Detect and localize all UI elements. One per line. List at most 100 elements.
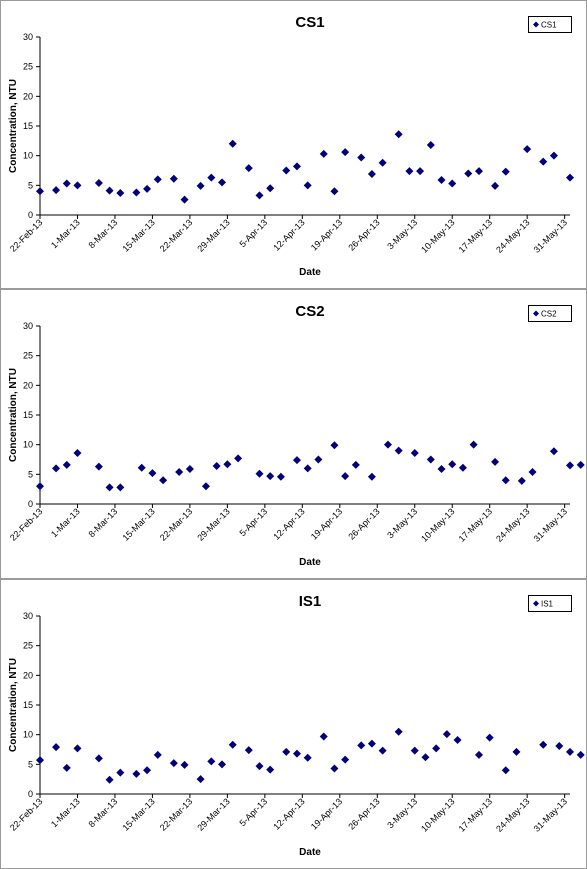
legend-box xyxy=(528,305,572,322)
y-axis-title: Concentration, NTU xyxy=(8,658,19,752)
data-point xyxy=(458,463,467,472)
data-point xyxy=(491,181,500,190)
data-point xyxy=(549,151,558,160)
data-point xyxy=(94,754,103,763)
data-point xyxy=(62,460,71,469)
data-point xyxy=(282,747,291,756)
legend: CS1 xyxy=(528,16,572,33)
data-point xyxy=(357,741,366,750)
data-point xyxy=(448,460,457,469)
chart-panel-cs1: CS1 0 5 10 15 20 25 30 22-Feb-13 1-Mar-13 8-Mar-13… xyxy=(0,0,587,289)
data-point xyxy=(52,464,61,473)
data-point xyxy=(566,173,574,182)
data-point xyxy=(132,188,141,197)
data-point xyxy=(255,469,264,478)
data-point xyxy=(148,469,157,478)
data-point xyxy=(341,755,350,764)
chart-title: IS1 xyxy=(299,593,322,610)
x-axis-title: Date xyxy=(299,557,321,568)
data-point xyxy=(566,747,574,756)
data-point xyxy=(207,173,216,182)
data-point xyxy=(116,483,125,492)
data-point xyxy=(448,179,457,188)
data-point xyxy=(266,184,275,193)
chart-frame xyxy=(0,0,587,289)
data-point xyxy=(266,765,275,774)
legend-marker xyxy=(533,21,539,28)
legend-label: IS1 xyxy=(541,600,554,609)
data-point xyxy=(143,766,152,775)
data-point xyxy=(207,757,216,766)
data-point xyxy=(223,460,232,469)
data-point xyxy=(292,456,301,465)
data-point xyxy=(410,448,419,457)
data-point xyxy=(549,447,558,456)
y-axis-title: Concentration, NTU xyxy=(8,79,19,173)
data-point xyxy=(330,187,339,196)
chart-title: CS1 xyxy=(295,14,324,31)
y-tick-label: 15 xyxy=(23,121,33,131)
data-point xyxy=(153,750,162,759)
data-point xyxy=(341,472,350,481)
data-point xyxy=(255,191,264,200)
data-point xyxy=(94,462,103,471)
data-point xyxy=(218,178,227,187)
data-point xyxy=(416,167,425,176)
y-tick-label: 5 xyxy=(28,759,33,769)
data-point xyxy=(319,732,328,741)
data-point xyxy=(36,482,44,491)
y-tick-label: 15 xyxy=(23,410,33,420)
data-point xyxy=(383,440,392,449)
y-tick-label: 20 xyxy=(23,670,33,680)
data-point xyxy=(576,750,585,759)
data-point xyxy=(196,181,205,190)
chart-panel-is1: IS1 0 5 10 15 20 25 30 22-Feb-13 1-Mar-13 8-Mar-13… xyxy=(0,579,587,869)
legend-box xyxy=(528,595,572,612)
y-tick-label: 25 xyxy=(23,641,33,651)
data-point xyxy=(132,769,141,778)
data-point xyxy=(378,158,387,167)
data-point xyxy=(116,768,125,777)
chart-frame xyxy=(0,289,587,579)
data-point xyxy=(555,741,564,750)
data-point xyxy=(116,189,125,198)
data-point xyxy=(153,175,162,184)
legend-label: CS1 xyxy=(541,21,557,30)
data-point xyxy=(303,464,312,473)
data-point xyxy=(330,441,339,450)
data-point xyxy=(169,174,178,183)
data-point xyxy=(523,145,532,154)
data-point xyxy=(62,179,71,188)
data-point xyxy=(196,775,205,784)
x-axis-title: Date xyxy=(299,267,321,278)
data-point xyxy=(73,448,82,457)
data-point xyxy=(185,464,194,473)
data-point xyxy=(105,186,114,195)
y-tick-label: 20 xyxy=(23,91,33,101)
y-tick-label: 0 xyxy=(28,789,33,799)
data-point xyxy=(469,440,478,449)
legend-marker xyxy=(533,600,539,607)
data-point xyxy=(255,762,264,771)
y-tick-label: 20 xyxy=(23,380,33,390)
data-point xyxy=(437,175,446,184)
data-point xyxy=(234,454,243,463)
data-point xyxy=(367,472,376,481)
data-point xyxy=(367,170,376,179)
data-point xyxy=(394,446,403,455)
y-tick-label: 0 xyxy=(28,210,33,220)
chart-frame xyxy=(0,579,587,869)
y-tick-label: 5 xyxy=(28,469,33,479)
data-point xyxy=(464,169,473,178)
y-tick-label: 5 xyxy=(28,180,33,190)
data-point xyxy=(474,750,483,759)
y-tick-label: 10 xyxy=(23,730,33,740)
data-point xyxy=(52,186,61,195)
legend-marker xyxy=(533,310,539,317)
chart-title: CS2 xyxy=(295,303,324,320)
data-point xyxy=(169,759,178,768)
y-tick-label: 30 xyxy=(23,611,33,621)
data-point xyxy=(528,467,537,476)
y-tick-label: 30 xyxy=(23,321,33,331)
